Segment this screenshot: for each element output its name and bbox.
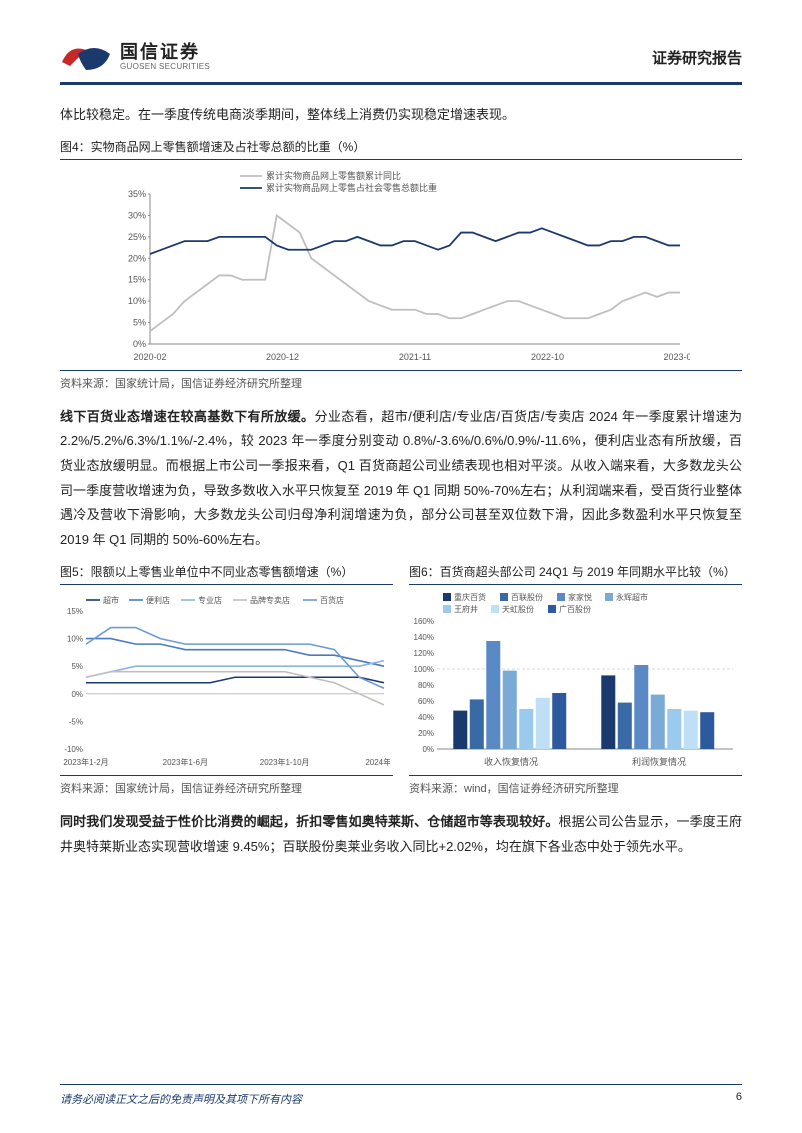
svg-text:专业店: 专业店 <box>198 595 222 605</box>
footer-disclaimer: 请务必阅读正文之后的免责声明及其项下所有内容 <box>60 1091 302 1107</box>
svg-text:60%: 60% <box>418 697 434 706</box>
svg-text:永辉超市: 永辉超市 <box>616 592 648 602</box>
svg-text:10%: 10% <box>67 634 83 643</box>
logo-icon <box>60 40 112 74</box>
svg-text:5%: 5% <box>133 317 146 327</box>
svg-text:家家悦: 家家悦 <box>568 592 592 602</box>
svg-text:-5%: -5% <box>69 717 83 726</box>
svg-text:重庆百货: 重庆百货 <box>454 592 486 602</box>
fig5-source: 资料来源：国家统计局，国信证券经济研究所整理 <box>60 775 393 796</box>
svg-text:0%: 0% <box>133 339 146 349</box>
fig5-title: 图5：限额以上零售业单位中不同业态零售额增速（%） <box>60 563 393 580</box>
svg-text:超市: 超市 <box>103 595 119 605</box>
svg-text:收入恢复情况: 收入恢复情况 <box>484 756 538 767</box>
svg-text:天虹股份: 天虹股份 <box>502 604 534 614</box>
page-number: 6 <box>736 1091 742 1107</box>
svg-text:160%: 160% <box>414 617 434 626</box>
intro-text: 体比较稳定。在一季度传统电商淡季期间，整体线上消费仍实现稳定增速表现。 <box>60 103 742 128</box>
figure-6: 图6：百货商超头部公司 24Q1 与 2019 年同期水平比较（%） 0% 20%… <box>409 563 742 796</box>
fig4-title: 图4：实物商品网上零售额增速及占社零总额的比重（%） <box>60 138 742 155</box>
page-header: 国信证券 GUOSEN SECURITIES 证券研究报告 <box>60 40 742 85</box>
svg-text:累计实物商品网上零售额累计同比: 累计实物商品网上零售额累计同比 <box>266 170 401 181</box>
svg-text:2023年1-10月: 2023年1-10月 <box>260 757 310 767</box>
svg-text:品牌专卖店: 品牌专卖店 <box>250 595 290 605</box>
svg-text:30%: 30% <box>128 210 146 220</box>
logo: 国信证券 GUOSEN SECURITIES <box>60 40 210 74</box>
svg-text:5%: 5% <box>71 662 83 671</box>
svg-text:便利店: 便利店 <box>146 595 170 605</box>
svg-text:100%: 100% <box>414 665 434 674</box>
svg-text:35%: 35% <box>128 189 146 199</box>
svg-text:2020-12: 2020-12 <box>266 352 299 362</box>
last-bold: 同时我们发现受益于性价比消费的崛起，折扣零售如奥特莱斯、仓储超市等表现较好。 <box>60 814 558 829</box>
figure-4: 图4：实物商品网上零售额增速及占社零总额的比重（%） 0% 5% 10% 15% 20%… <box>60 138 742 391</box>
svg-text:120%: 120% <box>414 649 434 658</box>
svg-text:40%: 40% <box>418 713 434 722</box>
header-right: 证券研究报告 <box>652 47 742 68</box>
fig4-chart: 0% 5% 10% 15% 20% 25% 30% 35% 2020-02 2020-12 2021… <box>110 166 690 366</box>
svg-text:2023年1-6月: 2023年1-6月 <box>163 757 208 767</box>
svg-text:2021-11: 2021-11 <box>399 352 431 362</box>
svg-text:广百股份: 广百股份 <box>559 604 591 614</box>
figure-5: 图5：限额以上零售业单位中不同业态零售额增速（%） -10% -5% 0% 5% 10%… <box>60 563 393 796</box>
svg-text:25%: 25% <box>128 232 146 242</box>
svg-text:0%: 0% <box>422 745 434 754</box>
svg-text:百联股份: 百联股份 <box>511 592 543 602</box>
svg-text:2023-09: 2023-09 <box>663 352 690 362</box>
svg-text:百货店: 百货店 <box>320 595 344 605</box>
svg-text:2022-10: 2022-10 <box>531 352 564 362</box>
fig6-title: 图6：百货商超头部公司 24Q1 与 2019 年同期水平比较（%） <box>409 563 742 580</box>
svg-text:15%: 15% <box>128 274 146 284</box>
svg-text:20%: 20% <box>418 729 434 738</box>
svg-text:2023年1-2月: 2023年1-2月 <box>63 757 108 767</box>
svg-text:15%: 15% <box>67 607 83 616</box>
fig5-chart: -10% -5% 0% 5% 10% 15% 2023年1-2月 2023年1-6月 2023年… <box>60 591 390 771</box>
svg-text:2020-02: 2020-02 <box>133 352 166 362</box>
mid-bold: 线下百货业态增速在较高基数下有所放缓。 <box>60 409 314 424</box>
svg-text:利润恢复情况: 利润恢复情况 <box>632 756 686 767</box>
mid-paragraph: 线下百货业态增速在较高基数下有所放缓。分业态看，超市/便利店/专业店/百货店/专… <box>60 405 742 553</box>
svg-text:累计实物商品网上零售占社会零售总额比重: 累计实物商品网上零售占社会零售总额比重 <box>266 182 437 193</box>
svg-text:80%: 80% <box>418 681 434 690</box>
fig6-chart: 0% 20% 40% 60% 80% 100% 120% 140% 160% 收入恢复情况 利润恢复… <box>409 591 739 771</box>
svg-text:王府井: 王府井 <box>454 604 478 614</box>
footer: 请务必阅读正文之后的免责声明及其项下所有内容 6 <box>60 1084 742 1107</box>
svg-text:0%: 0% <box>71 690 83 699</box>
fig6-source: 资料来源：wind，国信证券经济研究所整理 <box>409 775 742 796</box>
svg-text:-10%: -10% <box>64 745 83 754</box>
logo-cn: 国信证券 <box>120 43 210 63</box>
last-paragraph: 同时我们发现受益于性价比消费的崛起，折扣零售如奥特莱斯、仓储超市等表现较好。根据… <box>60 810 742 859</box>
mid-rest: 分业态看，超市/便利店/专业店/百货店/专卖店 2024 年一季度累计增速为 2… <box>60 409 742 547</box>
svg-text:140%: 140% <box>414 633 434 642</box>
svg-text:10%: 10% <box>128 296 146 306</box>
svg-text:2024年1-3: 2024年1-3 <box>365 757 390 767</box>
fig4-source: 资料来源：国家统计局，国信证券经济研究所整理 <box>60 370 742 391</box>
logo-en: GUOSEN SECURITIES <box>120 63 210 72</box>
svg-text:20%: 20% <box>128 253 146 263</box>
